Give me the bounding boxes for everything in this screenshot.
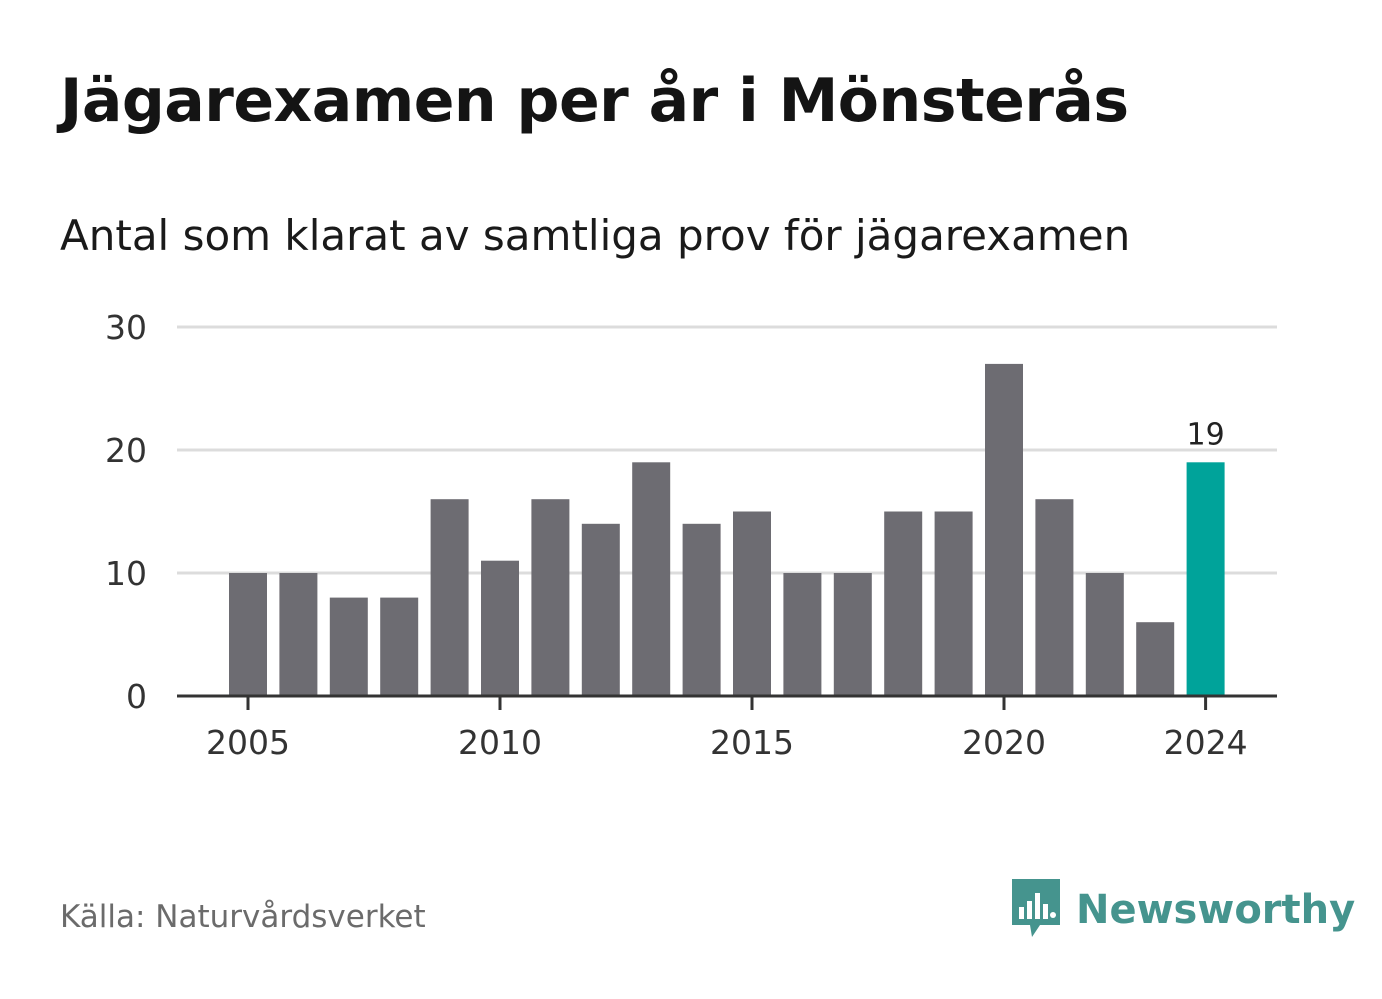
bar — [833, 573, 872, 696]
bar — [783, 573, 822, 696]
bar-chart: 0 10 20 30 2005 2010 2015 2020 2024 19 — [105, 308, 1277, 762]
brand-name: Newsworthy — [1076, 887, 1356, 933]
x-tick-label: 2005 — [206, 723, 290, 762]
x-tick-label: 2020 — [962, 723, 1046, 762]
x-tick-label: 2024 — [1164, 723, 1248, 762]
bar — [430, 499, 469, 696]
y-tick-label: 0 — [126, 677, 147, 716]
bar — [934, 511, 973, 696]
x-tick-label: 2015 — [710, 723, 794, 762]
bar-highlight — [1186, 462, 1225, 696]
x-tick-label: 2010 — [458, 723, 542, 762]
data-label-2024: 19 — [1187, 417, 1225, 452]
data-labels: 19 — [1187, 417, 1225, 452]
bar — [733, 511, 771, 696]
bar — [229, 573, 267, 696]
bar — [985, 363, 1023, 696]
source-note: Källa: Naturvårdsverket — [60, 899, 426, 935]
bar — [380, 597, 419, 696]
y-tick-label: 10 — [105, 554, 147, 593]
bar — [682, 523, 721, 696]
bars — [229, 363, 1225, 696]
bar — [531, 499, 570, 696]
bar — [329, 597, 368, 696]
bar — [581, 523, 620, 696]
y-axis-ticks: 0 10 20 30 — [105, 308, 147, 716]
bar — [279, 573, 318, 696]
chart-title: Jägarexamen per år i Mönsterås — [60, 66, 1129, 136]
bar — [884, 511, 923, 696]
bar — [632, 462, 671, 696]
bar-chart-speech-bubble-icon — [1010, 877, 1062, 943]
bar — [1085, 573, 1124, 696]
bar — [1035, 499, 1074, 696]
bar — [1136, 622, 1175, 696]
grid-lines — [177, 325, 1277, 575]
chart-subtitle: Antal som klarat av samtliga prov för jä… — [60, 211, 1131, 260]
brand-logo: Newsworthy — [1010, 877, 1355, 943]
y-tick-label: 30 — [105, 308, 147, 347]
y-tick-label: 20 — [105, 431, 147, 470]
bar — [481, 560, 519, 696]
x-axis-ticks: 2005 2010 2015 2020 2024 — [206, 696, 1248, 762]
